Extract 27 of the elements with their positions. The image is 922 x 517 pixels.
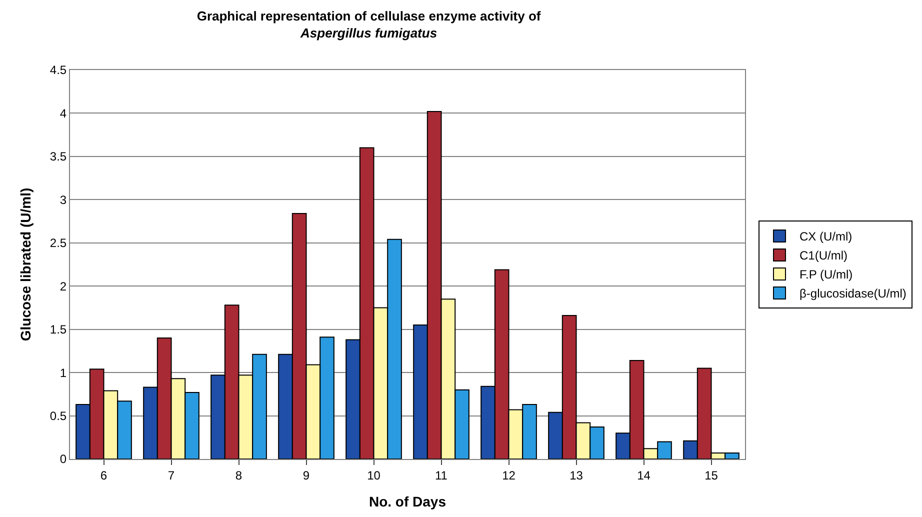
x-axis-title: No. of Days	[368, 494, 446, 510]
x-tick-label: 11	[435, 468, 448, 482]
legend-label: β-glucosidase(U/ml)	[800, 286, 906, 301]
y-tick-label: 2.5	[50, 236, 67, 250]
y-tick-label: 3	[60, 192, 67, 207]
y-tick-label: 3.5	[50, 150, 67, 164]
y-tick-label: 1.5	[50, 322, 67, 337]
x-tick-label: 8	[235, 468, 242, 482]
x-tick-label: 13	[570, 468, 584, 482]
x-tick-label: 7	[168, 468, 175, 482]
x-tick-label: 15	[704, 468, 718, 482]
y-tick-label: 4.5	[50, 63, 67, 78]
legend-label: F.P (U/ml)	[800, 268, 853, 282]
y-tick-label: 0.5	[50, 408, 67, 423]
x-tick-label: 6	[100, 468, 108, 482]
y-tick-label: 2	[60, 279, 67, 294]
x-tick-label: 10	[367, 468, 381, 482]
chart-title: Graphical representation of cellulase enzyme activity of Aspergillus fumigatus	[196, 8, 542, 41]
x-tick-label: 9	[302, 468, 310, 482]
y-tick-label: 0	[60, 452, 67, 466]
y-tick-label: 1	[60, 366, 67, 380]
x-tick-label: 14	[637, 468, 651, 482]
x-tick-label: 12	[502, 468, 516, 482]
legend-label: CX (U/ml)	[800, 230, 852, 244]
y-tick-label: 4	[60, 106, 67, 120]
legend-label: C1(U/ml)	[800, 248, 848, 263]
y-axis-title: Glucose librated (U/ml)	[18, 188, 34, 342]
